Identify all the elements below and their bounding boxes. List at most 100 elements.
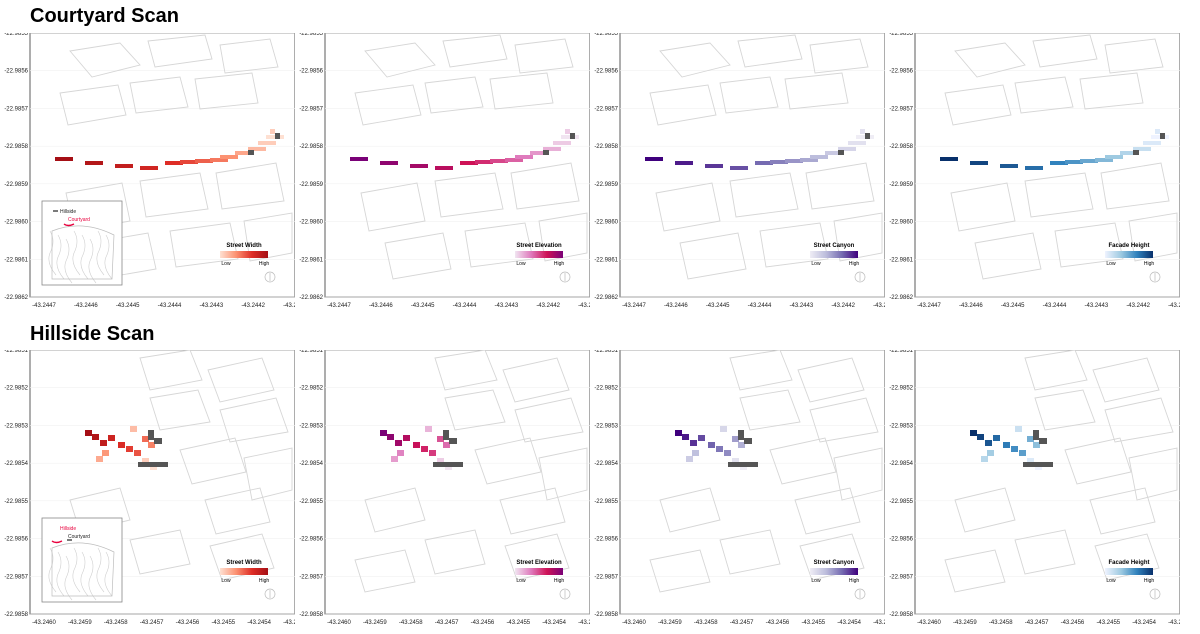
street-segment (397, 450, 404, 456)
building-outline (784, 72, 849, 110)
building-outline (649, 549, 711, 593)
x-tick-label: -43.2441 (283, 303, 295, 309)
x-tick-label: -43.2453 (283, 620, 295, 626)
legend-high-label: High (849, 578, 860, 584)
locator-inset: Hillside Courtyard (41, 200, 123, 286)
street-segment (1133, 150, 1139, 155)
building-outline (1092, 357, 1160, 403)
building-outline (679, 232, 747, 280)
building-outline (514, 38, 574, 74)
y-tick-label: -22.9853 (4, 423, 28, 429)
legend-title: Street Canyon (814, 560, 855, 566)
street-segment (449, 438, 457, 444)
street-segment (210, 158, 228, 162)
street-segment (848, 141, 866, 145)
x-tick-label: -43.2458 (989, 620, 1013, 626)
street-segment (380, 161, 398, 165)
street-segment (248, 147, 266, 151)
street-segment (865, 133, 870, 139)
x-tick-label: -43.2442 (831, 303, 855, 309)
building-outline (219, 397, 289, 443)
building-outline (434, 172, 504, 218)
building-outline (729, 350, 793, 391)
building-outline (502, 357, 570, 403)
building-outline (1104, 397, 1174, 443)
x-tick-label: -43.2457 (140, 620, 164, 626)
y-tick-label: -22.9857 (889, 574, 913, 580)
x-tick-label: -43.2457 (1025, 620, 1049, 626)
legend: Street Elevation Low High (515, 560, 564, 584)
building-outline (809, 397, 879, 443)
building-outline (139, 350, 203, 391)
building-outline (719, 529, 781, 575)
legend-low-label: Low (516, 578, 526, 584)
street-segment (118, 442, 125, 448)
street-segment (720, 426, 727, 432)
building-outline (799, 533, 865, 581)
y-tick-label: -22.9858 (299, 612, 323, 618)
section-title-courtyard: Courtyard Scan (30, 5, 179, 27)
building-outline (954, 487, 1016, 533)
building-outline (209, 533, 275, 581)
x-tick-label: -43.2442 (1126, 303, 1150, 309)
building-outline (1014, 76, 1074, 114)
x-tick-label: -43.2446 (74, 303, 98, 309)
building-outline (442, 34, 508, 68)
y-tick-label: -22.9858 (4, 612, 28, 618)
street-segment (1033, 430, 1039, 440)
street-segment (433, 462, 463, 467)
x-tick-label: -43.2447 (32, 303, 56, 309)
legend: Facade Height Low High (1105, 560, 1154, 584)
x-tick-label: -43.2455 (506, 620, 530, 626)
x-tick-label: -43.2445 (411, 303, 435, 309)
street-segment (1027, 436, 1034, 442)
building-outline (434, 350, 498, 391)
x-tick-label: -43.2455 (801, 620, 825, 626)
x-tick-label: -43.2459 (953, 620, 977, 626)
x-tick-label: -43.2456 (1061, 620, 1085, 626)
x-tick-label: -43.2453 (1168, 620, 1180, 626)
building-outline (1079, 72, 1144, 110)
street-segment (275, 133, 280, 139)
legend-colorbar (220, 251, 268, 258)
y-tick-label: -22.9862 (299, 295, 323, 301)
y-tick-label: -22.9862 (4, 295, 28, 301)
x-tick-label: -43.2458 (104, 620, 128, 626)
x-tick-label: -43.2447 (622, 303, 646, 309)
y-tick-label: -22.9856 (889, 537, 913, 543)
legend-title: Street Width (226, 243, 262, 249)
street-segment (732, 436, 739, 442)
street-segment (138, 462, 168, 467)
y-tick-label: -22.9858 (889, 144, 913, 150)
legend: Street Width Low High (220, 560, 269, 584)
street-segment (785, 159, 803, 163)
x-tick-label: -43.2444 (453, 303, 477, 309)
y-tick-label: -22.9852 (299, 386, 323, 392)
street-segment (443, 430, 449, 440)
building-outline (1054, 222, 1124, 268)
y-tick-label: -22.9855 (299, 499, 323, 505)
street-segment (1133, 147, 1151, 151)
street-segment (825, 151, 843, 155)
building-outline (1014, 529, 1076, 575)
locator-label-hillside: Hillside (60, 526, 76, 532)
street-segment (645, 157, 663, 161)
street-segment (1000, 164, 1018, 168)
legend-colorbar (515, 568, 563, 575)
x-tick-label: -43.2458 (399, 620, 423, 626)
legend-low-label: Low (516, 261, 526, 267)
y-tick-label: -22.9857 (594, 106, 618, 112)
y-tick-label: -22.9861 (4, 257, 28, 263)
legend-low-label: Low (811, 578, 821, 584)
y-tick-label: -22.9854 (889, 461, 913, 467)
x-tick-label: -43.2453 (873, 620, 885, 626)
y-tick-label: -22.9859 (4, 182, 28, 188)
street-segment (1025, 166, 1043, 170)
building-outline (215, 162, 285, 210)
street-segment (728, 462, 758, 467)
locator-label-courtyard: Courtyard (68, 534, 90, 540)
building-outline (954, 42, 1026, 78)
building-outline (354, 84, 422, 126)
north-arrow-icon (559, 588, 571, 600)
street-segment (553, 141, 571, 145)
